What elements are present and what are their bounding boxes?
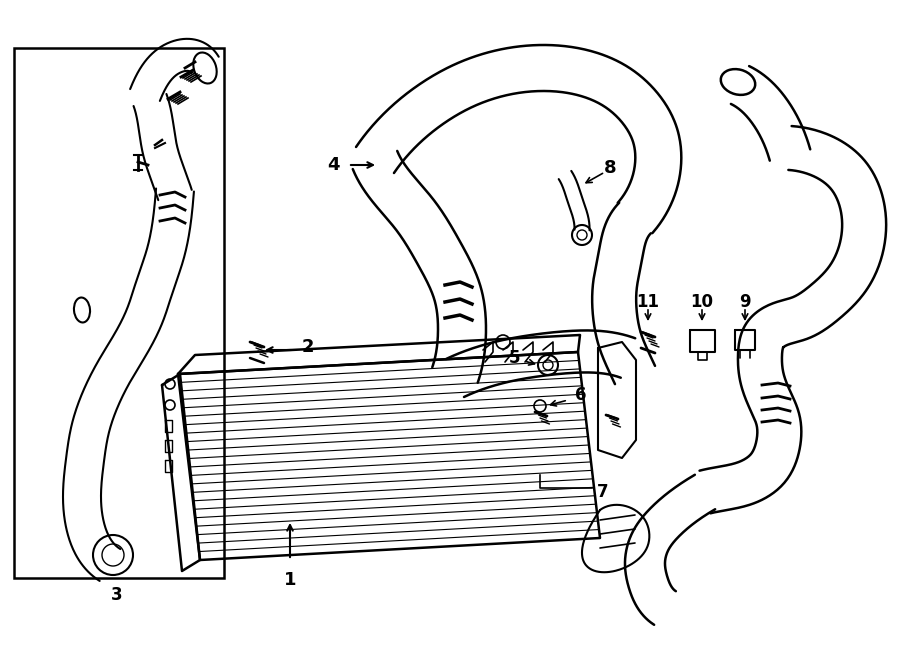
Text: 6: 6 [575, 386, 587, 404]
Text: 11: 11 [636, 293, 660, 311]
Text: 5: 5 [508, 349, 520, 367]
Text: 1: 1 [284, 571, 296, 589]
Text: 9: 9 [739, 293, 751, 311]
Text: 7: 7 [597, 483, 608, 501]
Text: 4: 4 [328, 156, 340, 174]
Bar [14, 48, 224, 578]
Text: 2: 2 [302, 338, 314, 356]
Text: 3: 3 [112, 586, 122, 604]
Text: 10: 10 [690, 293, 714, 311]
Text: 8: 8 [604, 159, 617, 177]
